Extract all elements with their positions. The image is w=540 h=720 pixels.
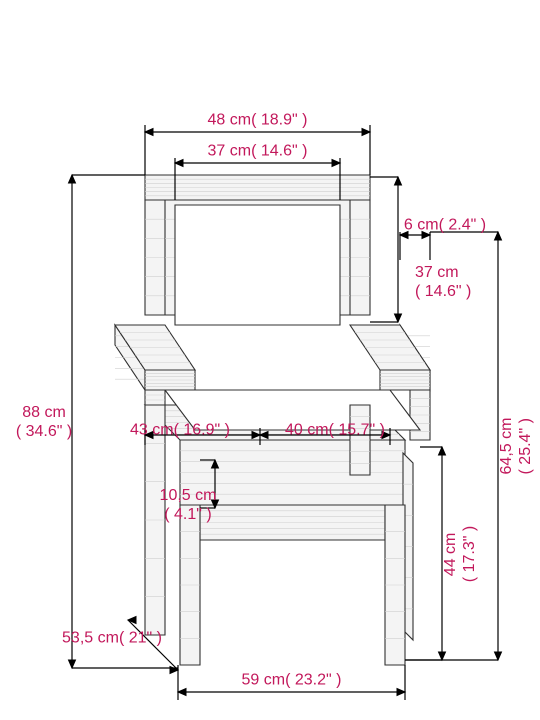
dim-label-seat40: 40 cm( 15.7" ) xyxy=(285,420,385,439)
dim-label-h37: 37 cm( 14.6" ) xyxy=(415,263,471,301)
dim-label-seat43: 43 cm( 16.9" ) xyxy=(130,420,230,439)
dim-label-top48: 48 cm( 18.9" ) xyxy=(208,110,308,129)
dim-label-d535: 53,5 cm( 21" ) xyxy=(62,628,162,647)
dim-label-base59: 59 cm( 23.2" ) xyxy=(242,670,342,689)
dim-label-arm6: 6 cm( 2.4" ) xyxy=(404,215,486,234)
dim-label-h88: 88 cm( 34.6" ) xyxy=(16,402,72,440)
dim-label-h645: 64,5 cm( 25.4" ) xyxy=(497,418,535,475)
dim-label-top37: 37 cm( 14.6" ) xyxy=(208,141,308,160)
dim-label-h105: 10,5 cm( 4.1" ) xyxy=(160,486,217,524)
dim-label-h44: 44 cm( 17.3" ) xyxy=(441,525,479,581)
diagram-svg xyxy=(0,0,540,720)
diagram-stage: 48 cm( 18.9" ) 37 cm( 14.6" ) 6 cm( 2.4" )… xyxy=(0,0,540,720)
